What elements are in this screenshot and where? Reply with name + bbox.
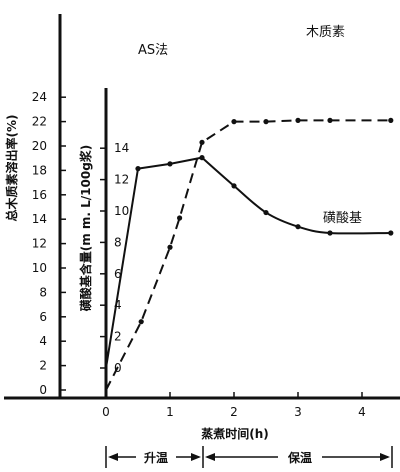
phase-arrowhead-2l — [205, 453, 215, 461]
left-tick-label: 12 — [32, 237, 47, 251]
phase-bar: 升温 保温 — [105, 446, 393, 468]
x-tick-label: 3 — [294, 405, 302, 419]
x-tick-label: 2 — [230, 405, 238, 419]
point-sulfonate — [167, 161, 173, 167]
left-tick-label: 18 — [32, 163, 47, 177]
point-sulfonate — [199, 155, 205, 161]
phase-arrowhead-1l — [108, 453, 118, 461]
left-tick-label: 0 — [39, 383, 47, 397]
point-lignin — [295, 117, 301, 123]
phase-label-holding: 保温 — [287, 450, 312, 465]
inner-tick-label: 6 — [114, 267, 122, 281]
series-label-lignin: 木质素 — [306, 25, 345, 40]
point-sulfonate — [231, 183, 237, 189]
inner-tick-label: 4 — [114, 298, 122, 312]
annotation-as-method: AS法 — [138, 43, 168, 58]
point-lignin — [138, 319, 144, 325]
point-lignin — [231, 119, 237, 125]
point-lignin — [388, 117, 394, 123]
series-line-sulfonate — [105, 156, 391, 369]
point-lignin — [167, 244, 173, 250]
x-axis-title: 蒸煮时间(h) — [201, 426, 269, 441]
left-tick-label: 24 — [32, 90, 47, 104]
left-tick-label: 14 — [32, 212, 47, 226]
left-axis-title: 总木质素溶出率(%) — [4, 115, 19, 222]
point-sulfonate — [327, 230, 333, 236]
inner-tick-label: 8 — [114, 235, 122, 249]
left-tick-label: 10 — [32, 261, 47, 275]
inner-tick-label: 2 — [114, 330, 122, 344]
series-line-lignin — [105, 119, 391, 391]
left-tick-label: 16 — [32, 188, 47, 202]
phase-arrowhead-1r — [191, 453, 201, 461]
left-tick-label: 22 — [32, 115, 47, 129]
phase-label-heating: 升温 — [144, 450, 168, 465]
series-label-sulfonate: 磺酸基 — [323, 211, 362, 226]
point-sulfonate — [388, 230, 394, 236]
inner-axis-title: 磺酸基含量(m m. L/100g浆) — [78, 145, 93, 312]
inner-tick-label: 10 — [114, 204, 129, 218]
x-tick-label: 1 — [166, 405, 174, 419]
axes — [4, 14, 400, 400]
x-tick-label: 4 — [358, 405, 366, 419]
left-tick-label: 2 — [39, 359, 47, 373]
point-lignin — [327, 117, 333, 123]
left-tick-label: 20 — [32, 139, 47, 153]
x-tick-label: 0 — [102, 405, 110, 419]
series-layer — [105, 117, 394, 391]
point-lignin — [199, 139, 205, 145]
point-lignin — [177, 215, 183, 221]
x-axis-ticks: 0 1 2 3 4 — [102, 392, 366, 419]
inner-tick-label: 14 — [114, 141, 129, 155]
point-lignin — [263, 119, 269, 125]
left-tick-label: 6 — [39, 310, 47, 324]
point-sulfonate — [135, 166, 141, 172]
point-sulfonate — [295, 224, 301, 230]
point-sulfonate — [263, 209, 269, 216]
left-tick-label: 4 — [39, 334, 47, 348]
left-tick-label: 8 — [39, 285, 47, 299]
inner-tick-label: 12 — [114, 173, 129, 187]
phase-arrowhead-2r — [380, 453, 390, 461]
